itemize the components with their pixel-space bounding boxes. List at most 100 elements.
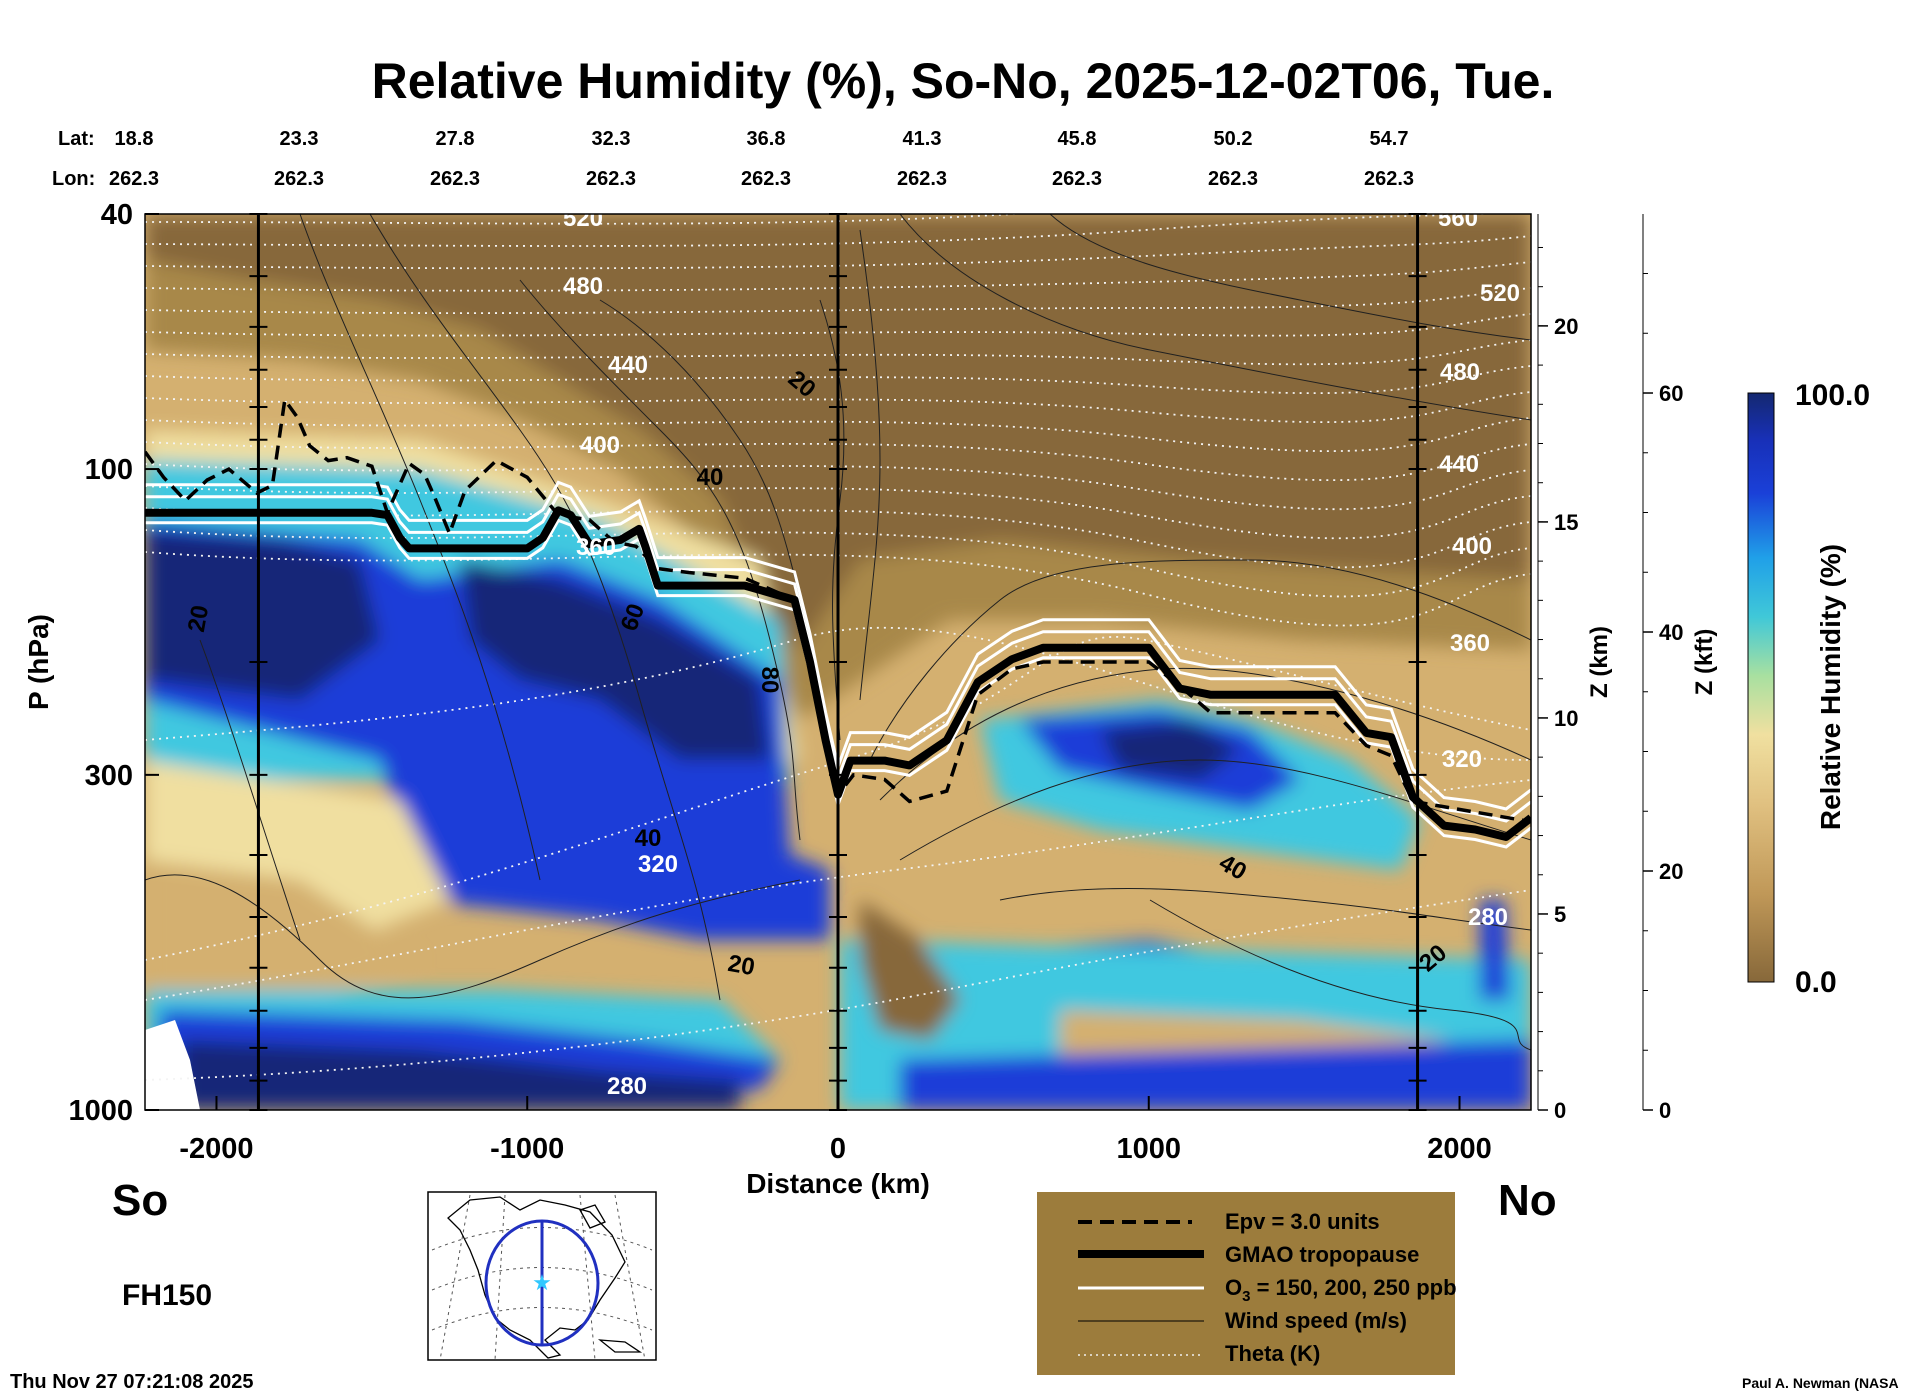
wind-contours	[145, 214, 1531, 1051]
lon-value: 262.3	[741, 168, 791, 190]
series-lines	[145, 395, 1531, 841]
wind-speed-label: 80	[756, 667, 783, 694]
theta-label: 560	[1438, 205, 1478, 232]
epv-line	[145, 395, 1531, 824]
wind-speed-contour	[869, 559, 1531, 761]
lon-value: 262.3	[1052, 168, 1102, 190]
z-km-tick-label: 10	[1554, 706, 1578, 731]
wind-speed-contour	[819, 299, 845, 741]
lon-label: Lon:	[52, 168, 95, 190]
theta-label: 480	[1440, 359, 1480, 386]
theta-label: 520	[563, 205, 603, 232]
legend: Epv = 3.0 units GMAO tropopause O3 = 150…	[1037, 1192, 1457, 1375]
south-label: So	[112, 1176, 168, 1225]
tropopause-line	[145, 506, 1531, 841]
blue-column	[400, 760, 830, 940]
z-km-axis-label: Z (km)	[1586, 626, 1613, 698]
colorbar-min-label: 0.0	[1795, 966, 1837, 999]
lat-value: 45.8	[1058, 128, 1097, 150]
wind-speed-contour	[1149, 899, 1531, 1051]
wind-speed-contour	[299, 214, 541, 881]
wind-speed-label: 40	[635, 825, 662, 852]
wind-speed-contour	[199, 639, 301, 941]
mid-dry-band	[145, 260, 1531, 720]
lat-value: 32.3	[592, 128, 631, 150]
surface-navy	[180, 1040, 740, 1110]
navy-core	[145, 530, 380, 700]
wind-speed-label: 20	[726, 950, 757, 981]
map-center-star-icon: ★	[532, 1270, 552, 1295]
y-tick-label: 300	[85, 760, 133, 792]
colorbar-label: Relative Humidity (%)	[1815, 544, 1846, 830]
locator-map: ★	[427, 1191, 657, 1361]
z-km-tick-label: 5	[1554, 902, 1566, 927]
x-tick-label: 2000	[1427, 1133, 1492, 1165]
wind-speed-label: 20	[183, 603, 214, 634]
z-km-tick-label: 20	[1554, 314, 1578, 339]
theta-contour-upper	[145, 391, 1531, 423]
theta-label: 320	[1442, 746, 1482, 773]
colorbar-max-label: 100.0	[1795, 379, 1870, 412]
north-label: No	[1498, 1176, 1557, 1225]
x-tick-label: 1000	[1117, 1133, 1182, 1165]
x-tick-label: -1000	[490, 1133, 564, 1165]
y-axis-label: P (hPa)	[23, 614, 54, 710]
theta-label: 280	[607, 1073, 647, 1100]
legend-ozone-rest: = 150, 200, 250 ppb	[1250, 1275, 1456, 1300]
north-america-outline	[447, 1196, 643, 1359]
y-tick-label: 40	[101, 199, 133, 231]
lon-value: 262.3	[109, 168, 159, 190]
theta-contour-upper	[145, 417, 1531, 453]
theta-contours	[145, 214, 1531, 1081]
theta-label: 360	[1450, 630, 1490, 657]
legend-label-epv: Epv = 3.0 units	[1225, 1209, 1380, 1234]
chart-title: Relative Humidity (%), So-No, 2025-12-02…	[372, 53, 1555, 109]
theta-label: 480	[563, 273, 603, 300]
lat-value: 27.8	[436, 128, 475, 150]
lon-value: 262.3	[274, 168, 324, 190]
lat-value: 50.2	[1214, 128, 1253, 150]
legend-label-wind: Wind speed (m/s)	[1225, 1308, 1407, 1333]
wind-speed-contour	[859, 229, 881, 701]
z-kft-axis-label: Z (kft)	[1691, 629, 1718, 696]
z-kft-tick-label: 60	[1659, 381, 1683, 406]
legend-label-theta: Theta (K)	[1225, 1341, 1320, 1366]
cross-section-circle	[484, 1219, 600, 1347]
y-tick-label: 100	[85, 454, 133, 486]
navy-core-2	[460, 560, 770, 760]
lat-label: Lat:	[58, 128, 95, 150]
wind-speed-contour	[999, 887, 1531, 931]
legend-ozone-o: O	[1225, 1275, 1242, 1300]
z-kft-tick-label: 20	[1659, 859, 1683, 884]
lat-value: 36.8	[747, 128, 786, 150]
wind-speed-contour	[519, 279, 801, 841]
z-km-tick-label: 15	[1554, 510, 1578, 535]
wind-speed-contour	[1049, 214, 1531, 341]
north-blue-low	[900, 1040, 1531, 1110]
forecast-hour-label: FH150	[122, 1279, 212, 1312]
x-axis-label: Distance (km)	[746, 1168, 930, 1199]
z-kft-tick-label: 0	[1659, 1098, 1671, 1123]
wind-speed-contour	[899, 214, 1531, 421]
colorbar-gradient	[1747, 392, 1775, 983]
legend-label-ozone: O3 = 150, 200, 250 ppb	[1225, 1275, 1457, 1305]
colorbar: 100.0 0.0 Relative Humidity (%)	[1747, 379, 1870, 999]
north-blue-column	[1480, 900, 1510, 1000]
legend-label-tropopause: GMAO tropopause	[1225, 1242, 1419, 1267]
wind-speed-label: 40	[697, 464, 724, 491]
theta-label: 280	[1468, 904, 1508, 931]
lat-value: 41.3	[903, 128, 942, 150]
lat-lon-header: Lat: Lon:	[52, 128, 95, 190]
theta-label: 520	[1480, 280, 1520, 307]
lat-value: 54.7	[1370, 128, 1409, 150]
theta-label: 400	[1452, 533, 1492, 560]
timestamp: Thu Nov 27 07:21:08 2025	[10, 1371, 253, 1393]
lon-value: 262.3	[430, 168, 480, 190]
theta-label: 440	[608, 352, 648, 379]
z-km-tick-label: 0	[1554, 1098, 1566, 1123]
lon-value: 262.3	[1364, 168, 1414, 190]
theta-label: 320	[638, 851, 678, 878]
x-tick-label: 0	[830, 1133, 846, 1165]
